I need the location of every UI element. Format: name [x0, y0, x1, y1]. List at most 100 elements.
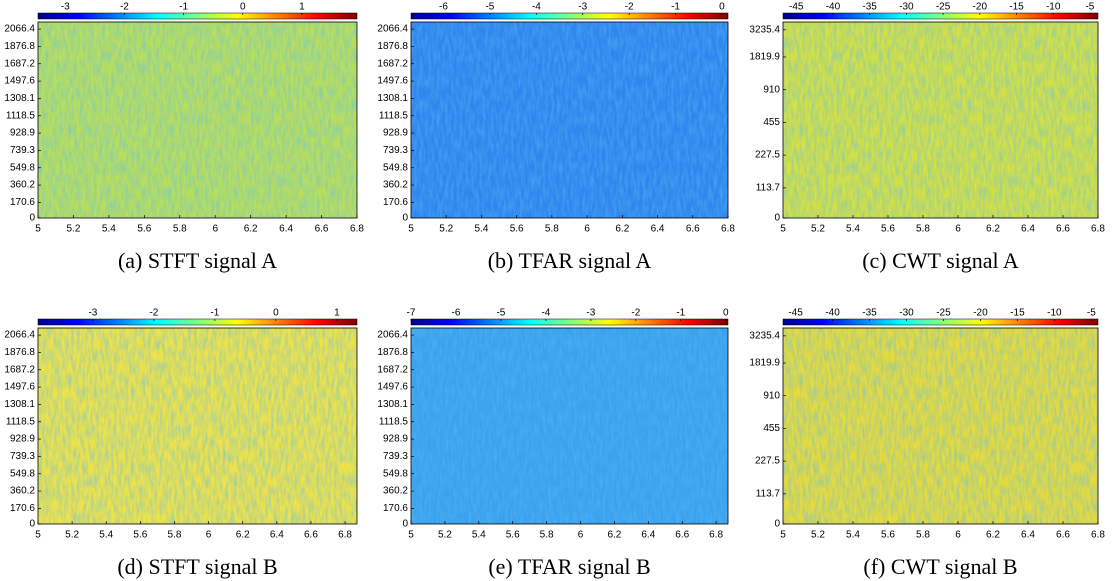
colorbar-tick-label: -5	[485, 2, 494, 13]
x-tick-label: 6.6	[304, 530, 318, 541]
y-tick-label: 0	[402, 213, 408, 224]
x-tick-label: 6.8	[709, 530, 723, 541]
colorbar	[37, 318, 358, 326]
plot-frame	[410, 21, 729, 219]
colorbar-tick-label: 1	[334, 308, 340, 319]
x-tick-label: 6.8	[721, 224, 735, 235]
y-tick-label: 928.9	[10, 434, 35, 445]
x-tick-label: 6.6	[1056, 530, 1070, 541]
x-tick-label: 5.2	[66, 224, 80, 235]
colorbar-tick-label: -6	[452, 308, 461, 319]
y-tick-label: 739.3	[383, 451, 408, 462]
colorbar-tick-label: -25	[936, 308, 951, 319]
colorbar	[782, 12, 1099, 20]
y-tick-label: 455	[763, 117, 780, 128]
x-tick-label: 5.8	[545, 224, 559, 235]
colorbar-tick-label: -3	[88, 308, 97, 319]
colorbar-tick-label: -15	[1009, 2, 1024, 13]
x-tick-label: 5.4	[846, 224, 860, 235]
y-tick-label: 1687.2	[377, 58, 408, 69]
y-tick-label: 1308.1	[4, 399, 35, 410]
y-tick-label: 0	[29, 519, 35, 530]
y-tick-label: 455	[763, 423, 780, 434]
y-tick-label: 2066.4	[377, 330, 408, 341]
y-tick-label: 113.7	[756, 182, 781, 193]
x-tick-label: 5.6	[133, 530, 147, 541]
colorbar-tick-label: -5	[1087, 308, 1096, 319]
colorbar	[410, 12, 729, 20]
colorbar-tick-label: -1	[179, 2, 188, 13]
y-tick-label: 1687.2	[4, 364, 35, 375]
y-tick-label: 1497.6	[4, 382, 35, 393]
colorbar-tick-label: -35	[862, 308, 877, 319]
x-tick-label: 6.8	[350, 224, 364, 235]
colorbar	[782, 318, 1099, 326]
colorbar-tick-label: -4	[532, 2, 541, 13]
heatmap-texture	[38, 22, 357, 218]
y-tick-label: 2066.4	[4, 330, 35, 341]
y-tick-label: 227.5	[755, 150, 780, 161]
x-tick-label: 6.4	[279, 224, 293, 235]
colorbar-tick-label: -30	[899, 308, 914, 319]
colorbar-tick-label: -7	[407, 308, 416, 319]
y-tick-label: 1876.8	[4, 41, 35, 52]
x-tick-label: 5.2	[439, 224, 453, 235]
colorbar-tick-label: -3	[586, 308, 595, 319]
x-tick-label: 5	[780, 224, 786, 235]
x-tick-label: 5.4	[102, 224, 116, 235]
y-tick-label: 3235.4	[749, 24, 780, 35]
y-tick-label: 1497.6	[4, 76, 35, 87]
x-tick-label: 5.4	[474, 224, 488, 235]
y-tick-label: 113.7	[756, 488, 781, 499]
caption: (f) CWT signal B	[863, 554, 1017, 579]
x-tick-label: 5	[408, 224, 414, 235]
x-tick-label: 6.8	[1091, 530, 1105, 541]
colorbar-tick-label: -5	[1085, 2, 1094, 13]
y-tick-label: 0	[774, 213, 780, 224]
colorbar-tick-label: 0	[240, 2, 246, 13]
colorbar-tick-label: -35	[862, 2, 877, 13]
y-tick-label: 1876.8	[377, 41, 408, 52]
y-tick-label: 1497.6	[377, 382, 408, 393]
x-tick-label: 5.6	[881, 224, 895, 235]
x-tick-label: 6.2	[986, 224, 1000, 235]
y-tick-label: 360.2	[10, 180, 35, 191]
y-tick-label: 227.5	[755, 456, 780, 467]
heatmap-texture	[411, 22, 728, 218]
colorbar-tick-label: -2	[149, 308, 158, 319]
y-tick-label: 1687.2	[4, 58, 35, 69]
x-tick-label: 6	[578, 530, 584, 541]
x-tick-label: 5.2	[811, 224, 825, 235]
x-tick-label: 6.4	[1021, 530, 1035, 541]
y-tick-label: 1118.5	[6, 416, 36, 427]
x-tick-label: 6	[955, 530, 961, 541]
colorbar-tick-label: -40	[826, 2, 841, 13]
y-tick-label: 170.6	[383, 197, 408, 208]
colorbar-tick-label: -45	[788, 308, 803, 319]
colorbar-tick-label: -45	[789, 2, 804, 13]
x-tick-label: 5.8	[540, 530, 554, 541]
y-tick-label: 1819.9	[749, 358, 780, 369]
y-tick-label: 739.3	[10, 451, 35, 462]
y-tick-label: 360.2	[10, 486, 35, 497]
colorbar-tick-label: -20	[973, 308, 988, 319]
y-tick-label: 549.8	[10, 162, 35, 173]
y-tick-label: 1308.1	[4, 93, 35, 104]
x-tick-label: 5.4	[99, 530, 113, 541]
y-tick-label: 928.9	[383, 434, 408, 445]
y-tick-label: 0	[774, 519, 780, 530]
x-tick-label: 6.6	[1056, 224, 1070, 235]
y-tick-label: 1118.5	[379, 416, 409, 427]
y-tick-label: 928.9	[10, 128, 35, 139]
x-tick-label: 6.2	[244, 224, 258, 235]
y-tick-label: 1308.1	[377, 93, 408, 104]
y-tick-label: 1118.5	[6, 110, 36, 121]
plot-frame	[782, 21, 1099, 219]
x-tick-label: 5	[780, 530, 786, 541]
colorbar-tick-label: 0	[719, 2, 725, 13]
y-tick-label: 1118.5	[379, 110, 409, 121]
plot-frame	[410, 327, 729, 525]
colorbar-tick-label: -1	[676, 308, 685, 319]
y-tick-label: 1819.9	[749, 52, 780, 63]
y-tick-label: 910	[763, 84, 780, 95]
